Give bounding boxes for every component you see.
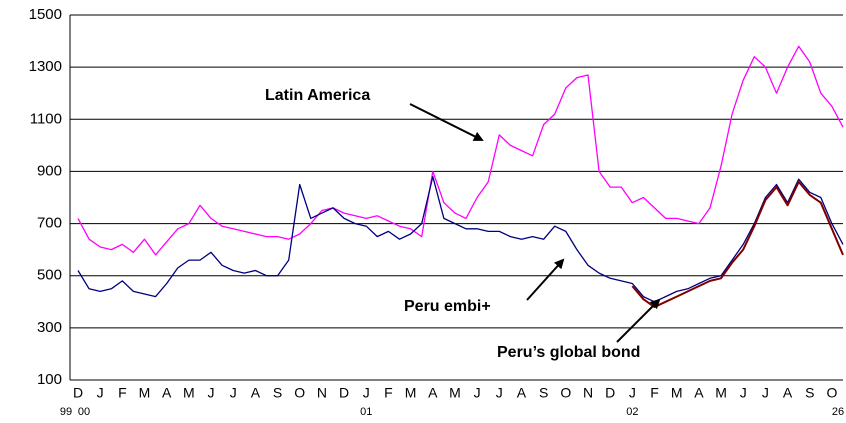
annotation: Peru embi+	[404, 298, 491, 315]
arrow	[409, 103, 484, 141]
x-tick-label: M	[671, 385, 683, 401]
y-tick-label: 1300	[29, 58, 62, 75]
x-tick-label: J	[496, 385, 503, 401]
x-tick-label: D	[339, 385, 349, 401]
series-line	[77, 45, 844, 256]
year-label: 99	[60, 406, 72, 418]
y-tick-label: 1500	[29, 6, 62, 23]
x-tick-label: A	[251, 385, 261, 401]
series-line	[77, 175, 844, 303]
x-tick-label: M	[715, 385, 727, 401]
x-tick-label: J	[97, 385, 104, 401]
arrow	[526, 258, 565, 301]
x-tick-label: J	[740, 385, 747, 401]
x-tick-label: O	[826, 385, 837, 401]
x-tick-label: S	[539, 385, 548, 401]
year-label: 00	[78, 406, 90, 418]
y-tick-label: 100	[37, 371, 62, 388]
x-tick-label: F	[384, 385, 393, 401]
x-tick-label: A	[428, 385, 438, 401]
lines	[77, 45, 844, 308]
year-label: 26	[832, 406, 844, 418]
x-tick-label: O	[294, 385, 305, 401]
x-tick-label: M	[405, 385, 417, 401]
x-tick-label: J	[629, 385, 636, 401]
x-tick-label: J	[363, 385, 370, 401]
y-tick-label: 300	[37, 319, 62, 336]
arrow	[616, 298, 661, 343]
x-tick-label: A	[694, 385, 704, 401]
grid	[70, 14, 843, 381]
annotation: Peru’s global bond	[497, 344, 640, 361]
x-tick-label: N	[317, 385, 327, 401]
x-tick-label: A	[162, 385, 172, 401]
year-label: 02	[626, 406, 638, 418]
x-tick-label: M	[449, 385, 461, 401]
y-tick-label: 700	[37, 215, 62, 232]
x-tick-label: M	[139, 385, 151, 401]
x-tick-label: J	[474, 385, 481, 401]
annotation: Latin America	[265, 87, 370, 104]
x-tick-label: S	[273, 385, 282, 401]
x-tick-label: D	[73, 385, 83, 401]
x-tick-label: S	[805, 385, 814, 401]
x-tick-label: O	[560, 385, 571, 401]
y-tick-label: 900	[37, 162, 62, 179]
y-tick-label: 500	[37, 267, 62, 284]
y-tick-label: 1100	[30, 110, 62, 127]
x-tick-label: D	[605, 385, 615, 401]
x-tick-label: F	[650, 385, 659, 401]
x-tick-label: F	[118, 385, 127, 401]
x-tick-label: J	[230, 385, 237, 401]
series-line	[631, 180, 844, 308]
x-tick-label: A	[783, 385, 793, 401]
x-tick-label: J	[208, 385, 215, 401]
year-label: 01	[360, 406, 372, 418]
x-tick-label: N	[583, 385, 593, 401]
x-tick-label: M	[183, 385, 195, 401]
x-tick-label: A	[517, 385, 527, 401]
x-tick-label: J	[762, 385, 769, 401]
